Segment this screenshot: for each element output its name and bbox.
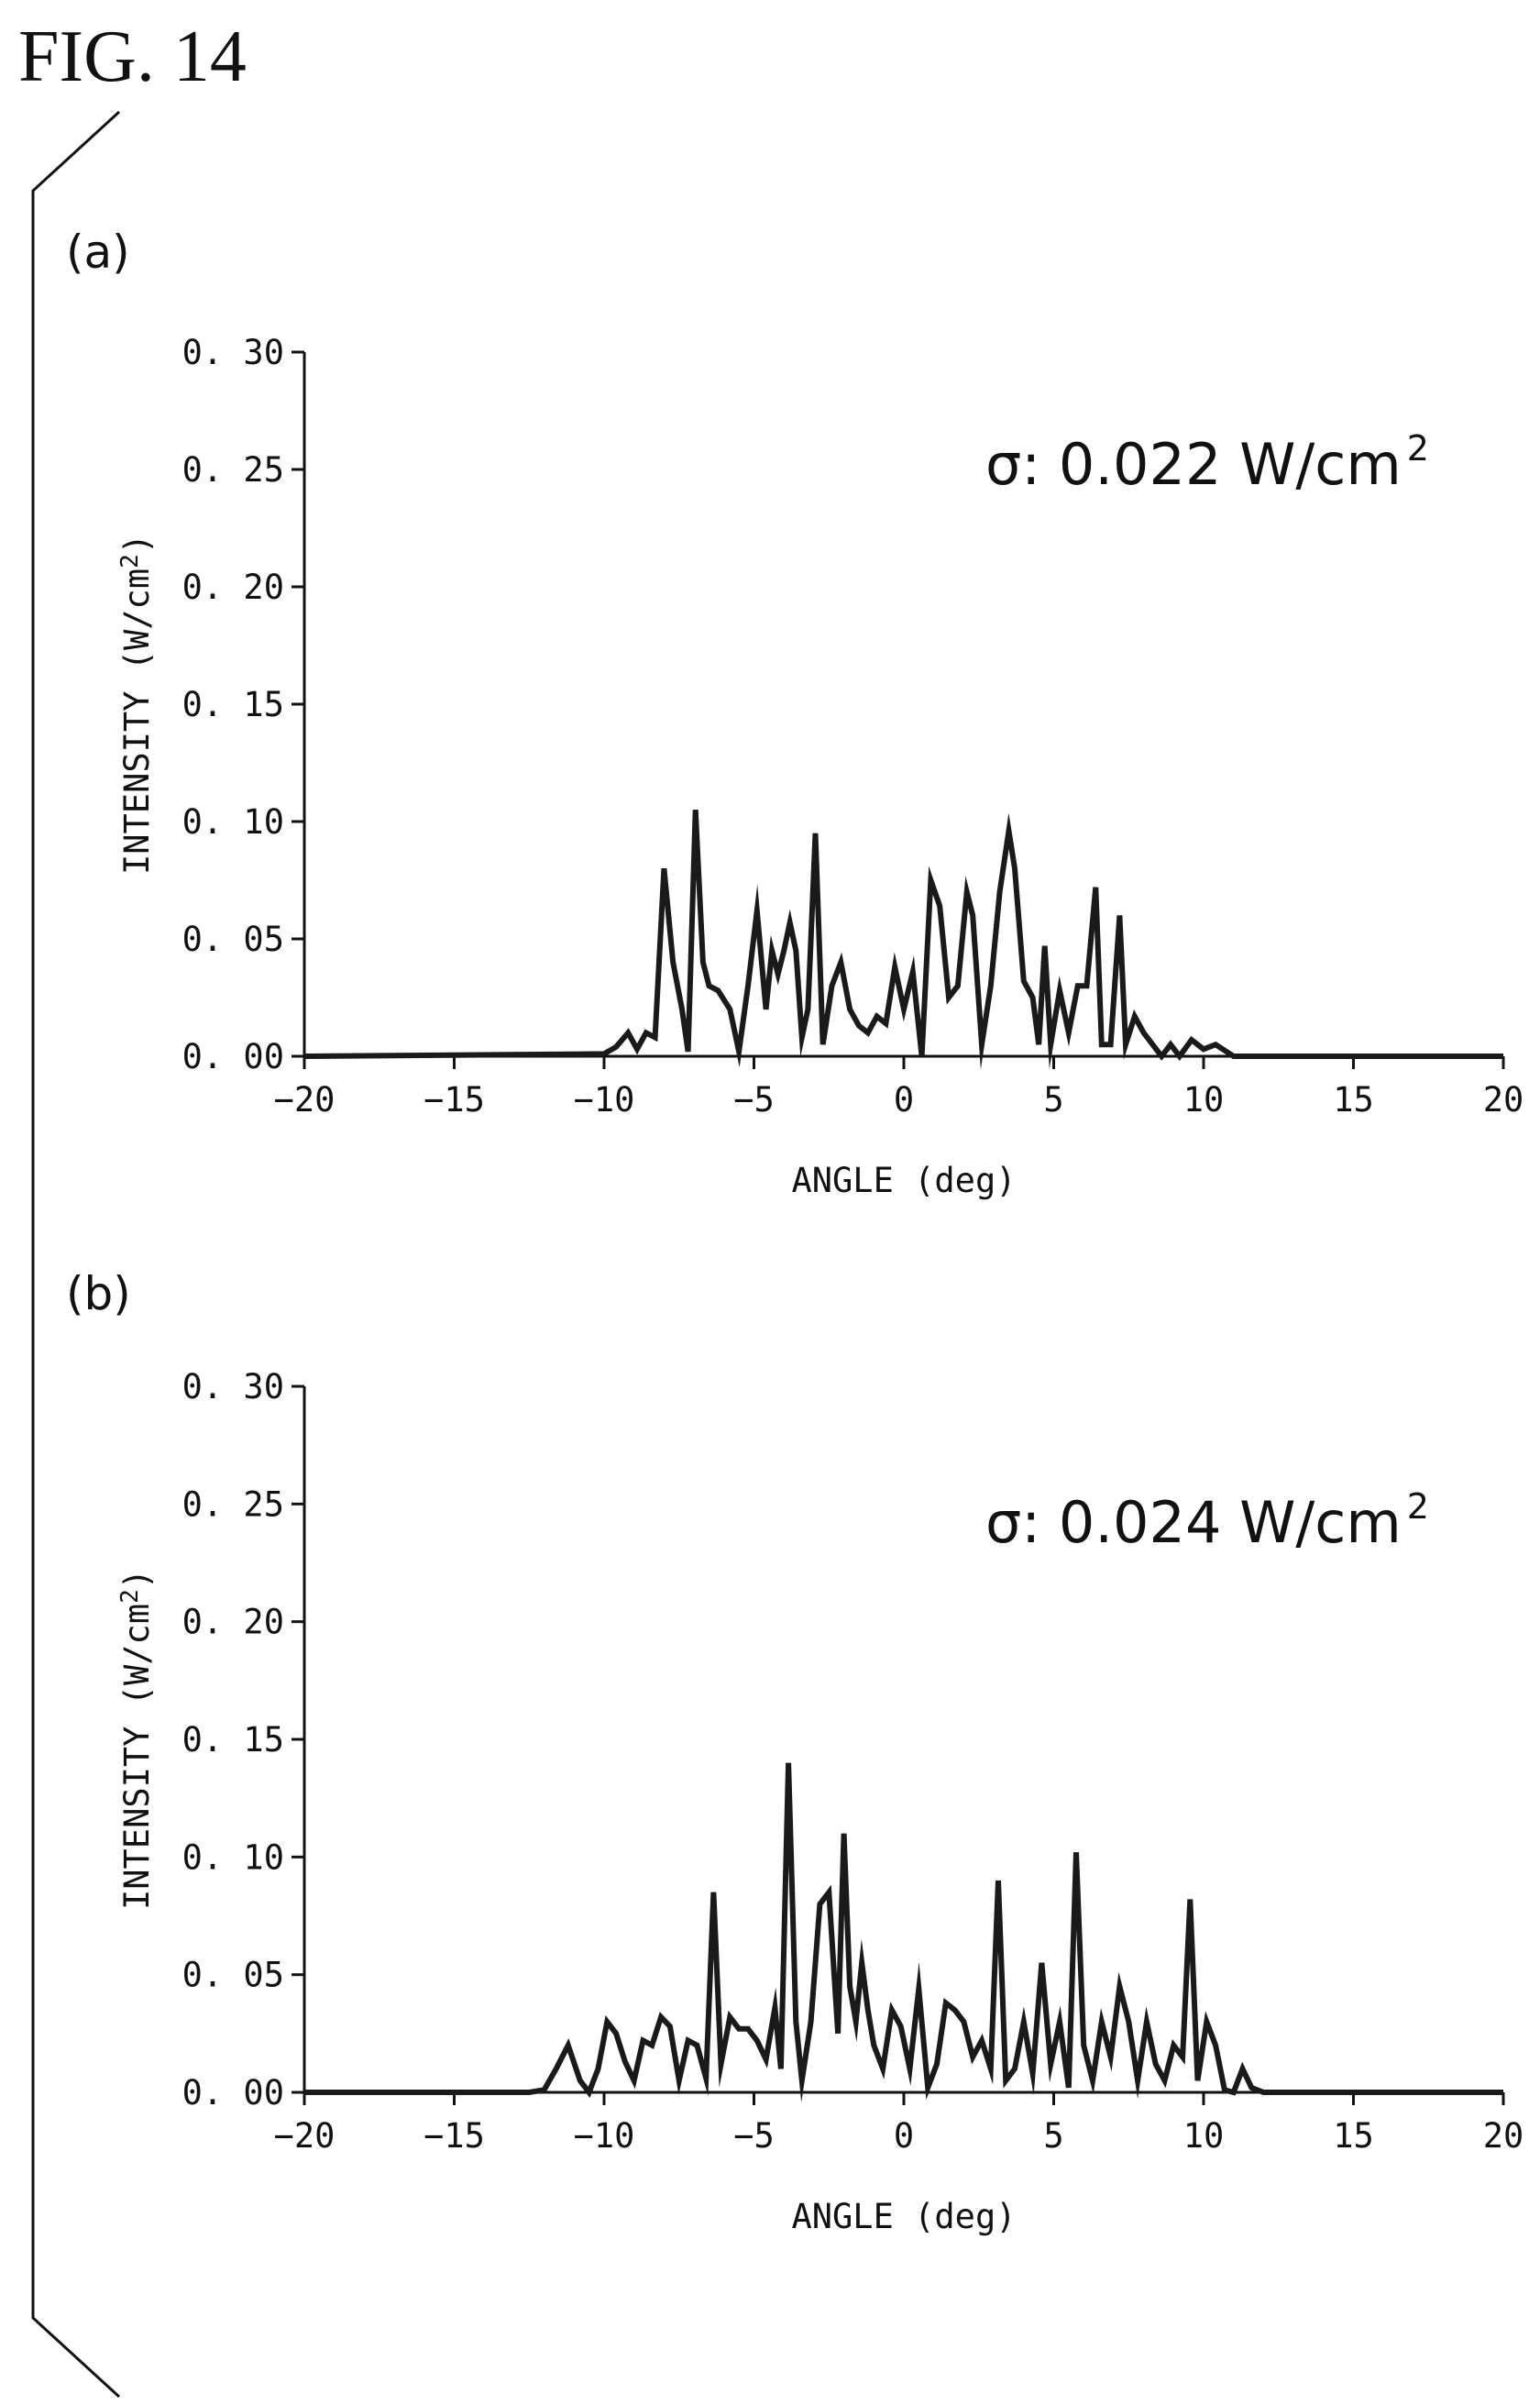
panel-a-x-tick-label: 20 xyxy=(1483,1080,1524,1120)
panel-a-sigma-text: σ: 0.022 W/cm xyxy=(985,431,1402,498)
panel-a-y-tick-label: 0. 30 xyxy=(182,333,284,372)
panel-a-x-tick-label: −20 xyxy=(274,1080,336,1120)
panel-b-y-tick-label: 0. 30 xyxy=(182,1367,284,1407)
panel-b-y-tick-label: 0. 10 xyxy=(182,1837,284,1877)
panel-a-x-axis-label: ANGLE (deg) xyxy=(791,1161,1016,1200)
panel-a: (a) σ: 0.022 W/cm 2 0. 00 0. 05 0. 10 0. 15 0… xyxy=(66,226,1524,1200)
figure-bracket xyxy=(31,110,121,2399)
panel-b: (b) σ: 0.024 W/cm 2 0. 00 0. 05 0. 10 0. 15 0… xyxy=(66,1267,1524,2236)
panel-a-sigma-note: σ: 0.022 W/cm 2 xyxy=(985,428,1429,498)
panel-b-y-tick-label: 0. 05 xyxy=(182,1956,284,1995)
panel-a-x-tick-label: −10 xyxy=(574,1080,635,1120)
panel-b-sigma-text: σ: 0.024 W/cm xyxy=(985,1489,1402,1556)
panel-b-y-tick-label: 0. 20 xyxy=(182,1603,284,1642)
panel-b-sigma-sup: 2 xyxy=(1407,1486,1429,1527)
panel-b-x-tick-label: 15 xyxy=(1333,2116,1374,2156)
panel-b-x-tick-label: −20 xyxy=(274,2116,336,2156)
panel-a-intensity-line xyxy=(303,810,1503,1070)
panel-b-y-tick-label: 0. 00 xyxy=(182,2073,284,2113)
panel-a-y-tick-label: 0. 00 xyxy=(182,1037,284,1076)
panel-b-x-tick-label: 5 xyxy=(1043,2116,1063,2156)
panel-a-x-tick-label: −15 xyxy=(424,1080,485,1120)
panel-a-x-tick-label: 0 xyxy=(894,1080,914,1120)
panel-b-x-tick-label: −5 xyxy=(733,2116,775,2156)
panel-b-x-tick-label: 0 xyxy=(894,2116,914,2156)
panel-b-x-axis-label: ANGLE (deg) xyxy=(791,2197,1016,2236)
panel-b-intensity-line xyxy=(304,1762,1503,2103)
panel-a-y-tick-label: 0. 15 xyxy=(182,685,284,724)
panel-a-y-axis-label: INTENSITY (W/cm2) xyxy=(116,534,157,875)
panel-a-x-tick-label: 15 xyxy=(1333,1080,1374,1120)
panel-b-sigma-note: σ: 0.024 W/cm 2 xyxy=(985,1486,1429,1556)
panel-a-label: (a) xyxy=(66,226,130,279)
figure-title: FIG. 14 xyxy=(18,17,247,97)
panel-a-x-tick-label: 10 xyxy=(1183,1080,1225,1120)
panel-b-x-tick-label: −10 xyxy=(574,2116,635,2156)
panel-b-y-tick-label: 0. 15 xyxy=(182,1720,284,1760)
panel-b-x-tick-label: 20 xyxy=(1483,2116,1524,2156)
panel-a-y-tick-label: 0. 20 xyxy=(182,568,284,607)
panel-a-y-tick-label: 0. 10 xyxy=(182,802,284,842)
panel-b-y-tick-label: 0. 25 xyxy=(182,1484,284,1524)
panel-b-x-tick-label: 10 xyxy=(1183,2116,1225,2156)
panel-a-y-tick-label: 0. 25 xyxy=(182,450,284,490)
panel-a-y-tick-label: 0. 05 xyxy=(182,920,284,959)
panel-a-x-tick-label: 5 xyxy=(1043,1080,1063,1120)
panel-b-x-tick-label: −15 xyxy=(424,2116,485,2156)
panel-b-y-axis-label: INTENSITY (W/cm2) xyxy=(116,1569,157,1910)
panel-b-label: (b) xyxy=(66,1267,131,1320)
panel-a-sigma-sup: 2 xyxy=(1407,428,1429,469)
panel-a-x-tick-label: −5 xyxy=(733,1080,775,1120)
